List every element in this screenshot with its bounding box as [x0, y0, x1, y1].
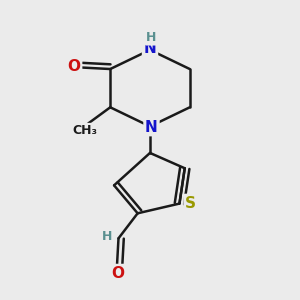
Text: N: N [144, 41, 156, 56]
Text: CH₃: CH₃ [73, 124, 98, 137]
Text: S: S [185, 196, 196, 211]
Text: O: O [111, 266, 124, 280]
Text: H: H [102, 230, 112, 243]
Text: H: H [146, 31, 157, 44]
Text: N: N [145, 119, 158, 134]
Text: O: O [68, 59, 80, 74]
